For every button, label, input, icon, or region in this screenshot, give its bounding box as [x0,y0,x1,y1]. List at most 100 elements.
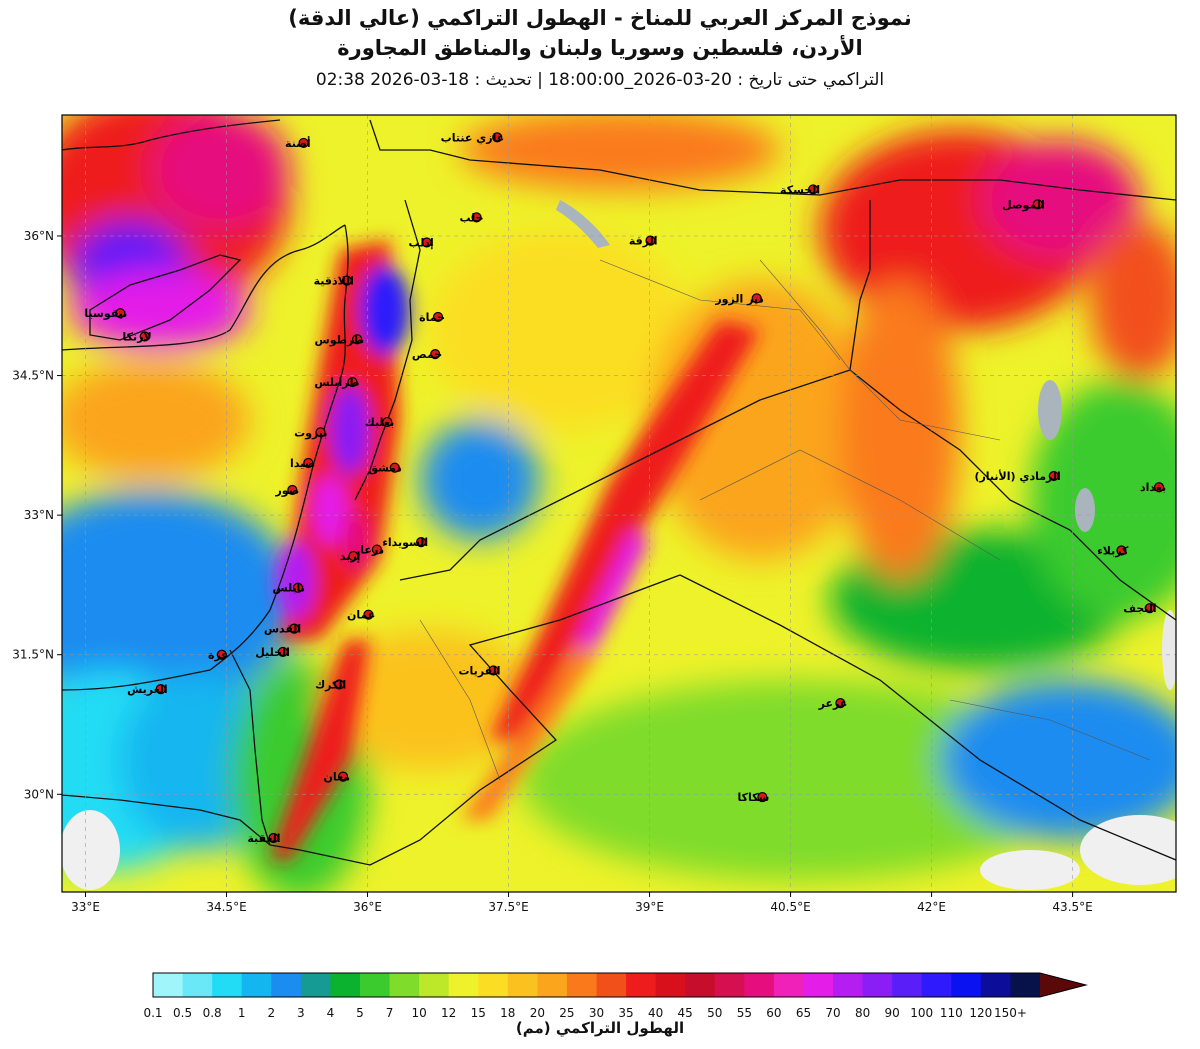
city-marker [363,609,374,620]
city-label: دمشق [368,462,402,475]
legend-swatch [389,973,420,997]
legend-label: 2 [267,1006,275,1020]
plot-frame [61,114,1177,893]
lon-tick-label: 43.5°E [1052,900,1092,914]
city-label: غزة [208,649,229,662]
city-marker [337,771,349,782]
precipitation-field [62,115,1176,892]
legend-swatch [448,973,479,997]
legend-colorbar: 0.1 0.5 0.8 1 2 3 4 5 7 10 12 15 18 20 25 30 35 40 45 50 55 6… [143,972,1088,1020]
city-label: كربلاء [1097,544,1129,557]
legend-swatch [419,973,450,997]
city-label: طرابلس [314,376,359,389]
city-label: لارنكا [123,330,152,343]
lat-tick-label: 34.5°N [12,369,54,383]
city-marker [471,212,482,223]
legend-swatch [655,973,686,997]
city-marker [808,184,819,195]
legend-label: 20 [530,1006,545,1020]
city-label: إربد [340,550,361,563]
city-marker [348,550,359,562]
city-label: صيدا [290,457,315,470]
city-label: الموصل [1002,198,1045,211]
legend-label: 40 [648,1006,663,1020]
legend-label: 30 [589,1006,604,1020]
city-marker [1032,199,1043,210]
map-subtitle: الأردن، فلسطين وسوريا ولبنان والمناطق ال… [337,36,863,60]
lat-tick-label: 33°N [24,508,54,522]
city-marker [315,427,326,438]
city-label: درعا [360,544,384,557]
lon-tick-label: 40.5°E [770,900,810,914]
city-label: النجف [1123,602,1156,615]
legend-swatch [626,973,657,997]
city-marker [421,237,432,248]
city-marker [1153,482,1165,493]
legend-title: الهطول التراكمي (مم) [515,1019,685,1037]
legend-label: 80 [855,1006,870,1020]
city-label: نيقوسيا [84,307,127,320]
city-marker [645,235,656,246]
city-marker [1116,545,1127,556]
city-label: حمص [412,348,442,361]
legend-label: 15 [471,1006,486,1020]
city-marker [416,537,427,548]
legend-swatch [300,973,331,997]
legend-label: 18 [500,1006,515,1020]
city-marker [488,665,499,676]
city-marker [382,416,393,428]
legend-swatch [566,973,597,997]
legend-label: 150+ [994,1006,1027,1020]
legend-swatch [892,973,923,997]
city-label: الرمادي (الأنبار) [974,469,1060,483]
city-label: معان [324,771,351,784]
city-label: غازي عنتاب [441,131,505,144]
legend-label: 5 [356,1006,364,1020]
legend-label: 0.1 [143,1006,162,1020]
legend-label: 100 [910,1006,933,1020]
city-label: العقبة [247,832,280,845]
city-label: اللاذقية [314,275,354,288]
city-marker [216,649,227,660]
city-marker [292,582,304,593]
legend-label: 3 [297,1006,305,1020]
lon-tick-label: 34.5°E [206,900,246,914]
legend-swatch [1010,973,1041,997]
city-label: أضنة [285,136,311,150]
city-label: عرعر [818,697,848,710]
city-label: نابلس [273,582,305,595]
lat-tick-label: 31.5°N [12,648,54,662]
city-marker [835,698,846,709]
legend-label: 55 [737,1006,752,1020]
legend-label: 45 [678,1006,693,1020]
legend-label: 110 [940,1006,963,1020]
legend-swatch [241,973,272,997]
city-label: الكرك [315,678,346,691]
city-marker [289,623,300,634]
city-label: الرقة [629,235,658,248]
legend-swatch [330,973,361,997]
legend-swatch [744,973,775,997]
legend-label: 70 [825,1006,840,1020]
city-marker [287,484,298,496]
legend-label: 90 [885,1006,900,1020]
axis-ticks: 33°E 34.5°E 36°E 37.5°E 39°E 40.5°E 42°E 43.5°E… [12,229,1092,914]
city-label: سكاكا [737,791,769,804]
legend-label: 65 [796,1006,811,1020]
legend-swatch [685,973,716,997]
legend-overflow-arrow [1040,973,1086,997]
city-marker [371,544,383,555]
legend-label: 0.8 [203,1006,222,1020]
city-marker [277,646,289,658]
legend-swatch [537,973,568,997]
legend-label: 0.5 [173,1006,192,1020]
legend-label: 1 [238,1006,246,1020]
legend-label: 10 [411,1006,426,1020]
lon-tick-label: 39°E [635,900,664,914]
city-label: العريش [127,683,168,696]
city-label: إدلب [409,236,434,249]
city-markers: أضنة غازي عنتاب الحسكة الموصل حلب إدلب الرقة ال… [84,131,1166,845]
city-marker [432,311,444,323]
lat-tick-label: 36°N [24,229,54,243]
